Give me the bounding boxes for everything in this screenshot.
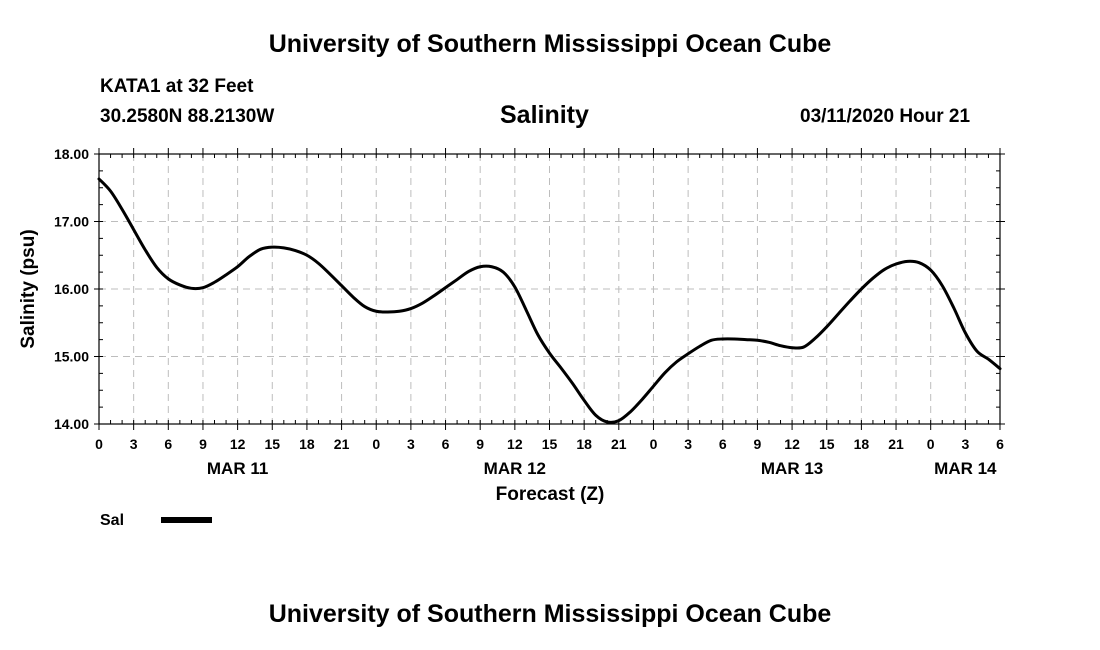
grid-lines <box>99 154 1000 424</box>
x-tick-label: 6 <box>442 436 450 452</box>
x-tick-label: 9 <box>754 436 762 452</box>
x-tick-label: 15 <box>542 436 558 452</box>
legend-label-sal: Sal <box>100 512 124 529</box>
station-label: KATA1 at 32 Feet <box>100 76 254 97</box>
x-tick-label: 15 <box>264 436 280 452</box>
location-label: 30.2580N 88.2130W <box>100 106 275 127</box>
day-label: MAR 12 <box>484 459 546 478</box>
y-tick-label: 16.00 <box>54 281 89 297</box>
x-tick-label: 18 <box>576 436 592 452</box>
series-layer <box>97 177 1002 424</box>
x-tick-label: 12 <box>784 436 800 452</box>
axis-labels: 14.00 15.00 16.00 17.00 18.00 0 3 6 9 12 15 18 21 0 3 6… <box>54 146 1004 478</box>
x-tick-label: 21 <box>611 436 627 452</box>
day-label: MAR 13 <box>761 459 823 478</box>
y-tick-label: 18.00 <box>54 146 89 162</box>
day-label: MAR 11 <box>207 459 268 478</box>
day-label: MAR 14 <box>934 459 997 478</box>
x-tick-label: 12 <box>507 436 523 452</box>
x-tick-label: 0 <box>372 436 380 452</box>
page-title-bottom: University of Southern Mississippi Ocean… <box>268 600 832 628</box>
x-tick-label: 21 <box>888 436 904 452</box>
x-tick-label: 15 <box>819 436 835 452</box>
x-tick-label: 0 <box>650 436 658 452</box>
series-line-sal <box>97 177 1002 424</box>
x-tick-label: 0 <box>927 436 935 452</box>
x-tick-label: 6 <box>996 436 1004 452</box>
x-tick-label: 3 <box>407 436 415 452</box>
x-tick-label: 21 <box>334 436 350 452</box>
axis-ticks <box>94 148 1005 430</box>
y-tick-label: 14.00 <box>54 416 89 432</box>
plot-frame <box>98 153 1001 425</box>
x-tick-label: 3 <box>961 436 969 452</box>
x-tick-label: 3 <box>684 436 692 452</box>
y-tick-label: 15.00 <box>54 349 89 365</box>
x-tick-label: 18 <box>854 436 870 452</box>
chart-title: Salinity <box>500 101 589 129</box>
x-tick-label: 6 <box>719 436 727 452</box>
y-axis-title: Salinity (psu) <box>18 229 39 348</box>
x-tick-label: 12 <box>230 436 246 452</box>
x-tick-label: 9 <box>476 436 484 452</box>
x-axis-title: Forecast (Z) <box>496 484 605 505</box>
x-tick-label: 6 <box>164 436 172 452</box>
x-tick-label: 3 <box>130 436 138 452</box>
y-tick-label: 17.00 <box>54 214 89 230</box>
x-tick-label: 18 <box>299 436 315 452</box>
x-tick-label: 9 <box>199 436 207 452</box>
timestamp-label: 03/11/2020 Hour 21 <box>800 106 971 127</box>
x-tick-label: 0 <box>95 436 103 452</box>
page-title-top: University of Southern Mississippi Ocean… <box>268 30 832 58</box>
